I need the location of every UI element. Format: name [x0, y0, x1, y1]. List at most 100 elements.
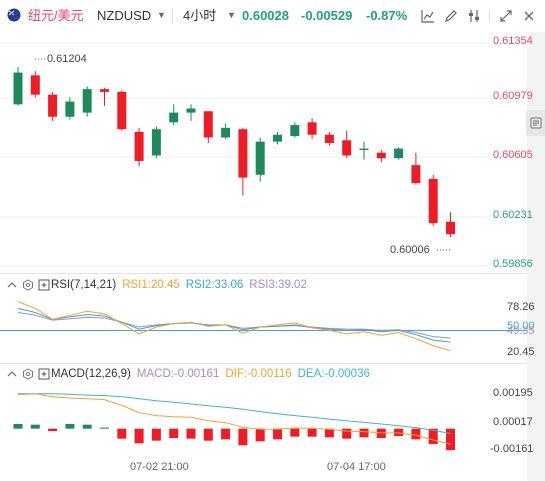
- symbol-selector[interactable]: NZDUSD: [97, 8, 152, 23]
- macd-histogram-bar: [290, 428, 300, 437]
- rsi-title: RSI(7,14,21): [51, 279, 117, 291]
- macd-histogram-bar: [428, 428, 438, 444]
- macd-histogram-bar: [151, 428, 161, 441]
- price-scale-strip[interactable]: [527, 32, 545, 481]
- macd-histogram-bar: [117, 428, 127, 439]
- price-tick-label: 0.59856: [493, 258, 533, 270]
- price-change-percent: -0.87%: [366, 8, 408, 23]
- side-panel-toggle[interactable]: [526, 110, 545, 136]
- timeframe-selector[interactable]: 4小时: [183, 8, 217, 23]
- panel-divider: [0, 273, 527, 274]
- price-change: -0.00529: [301, 8, 353, 23]
- symbol-dropdown-caret[interactable]: ▼: [157, 10, 166, 20]
- panel-list-icon: [530, 117, 541, 129]
- candle-body: [48, 94, 58, 117]
- candle-body: [290, 125, 300, 137]
- macd-histogram-bar: [65, 424, 75, 429]
- macd-histogram-bar: [186, 428, 196, 439]
- macd-histogram-bar: [238, 428, 248, 446]
- line-chart-icon: [421, 10, 434, 23]
- draw-tool-button[interactable]: [441, 6, 461, 26]
- rsi3-line: [17, 312, 451, 339]
- macd-chart[interactable]: [0, 382, 527, 460]
- indicator-settings-button[interactable]: [464, 6, 484, 26]
- rsi-chart[interactable]: [0, 292, 527, 362]
- expand-icon: [500, 10, 512, 22]
- rsi-tick-label: 78.26: [507, 301, 535, 313]
- price-tick-label: 0.61354: [493, 35, 533, 47]
- dif-line: [17, 393, 451, 445]
- chart-toolbar: 纽元/美元 NZDUSD ▼ 4小时 ▼ 0.60028 -0.00529 -0…: [0, 0, 545, 32]
- macd-histogram-bar: [221, 428, 231, 440]
- macd-histogram-bar: [255, 428, 265, 442]
- rsi1-value: RSI1:20.45: [122, 279, 180, 291]
- macd-histogram-bar: [446, 428, 455, 451]
- toolbar-divider: [489, 9, 490, 23]
- close-chart-button[interactable]: [519, 6, 539, 26]
- candle-body: [117, 91, 127, 130]
- price-chart[interactable]: [0, 32, 527, 272]
- candle-body: [203, 111, 213, 138]
- price-tick-label: 0.60605: [493, 149, 533, 161]
- candle-body: [65, 101, 75, 117]
- settings-hex-icon[interactable]: [22, 279, 34, 291]
- panel-divider: [0, 363, 527, 364]
- low-price-marker: 0.60006: [390, 244, 430, 256]
- dea-value: DEA:-0.00036: [297, 368, 370, 380]
- macd-histogram-bar: [342, 428, 352, 439]
- dea-line: [18, 393, 451, 434]
- candle-body: [324, 134, 334, 144]
- candle-body: [342, 140, 352, 156]
- candle-body: [30, 75, 40, 95]
- fullscreen-button[interactable]: [496, 6, 516, 26]
- candle-body: [428, 178, 438, 224]
- macd-histogram-bar: [273, 428, 282, 440]
- rsi-tick-label: 49.35: [507, 325, 535, 337]
- macd-histogram-bar: [411, 428, 421, 440]
- macd-histogram-bar: [48, 428, 58, 432]
- candle-body: [134, 131, 144, 161]
- macd-histogram-bar: [359, 428, 369, 438]
- macd-histogram-bar: [307, 428, 317, 437]
- add-square-icon[interactable]: [38, 279, 50, 291]
- rsi2-line: [17, 307, 451, 343]
- close-icon: [524, 11, 534, 21]
- candle-body: [255, 141, 265, 175]
- macd-histogram-bar: [169, 428, 179, 438]
- macd-tick-label: 0.00017: [493, 416, 533, 428]
- settings-hex-icon[interactable]: [22, 368, 34, 380]
- macd-histogram-bar: [376, 428, 386, 438]
- rsi-tick-label: 20.45: [507, 346, 535, 358]
- add-square-icon[interactable]: [38, 368, 50, 380]
- collapse-up-icon[interactable]: [6, 279, 18, 291]
- collapse-up-icon[interactable]: [6, 368, 18, 380]
- candle-body: [273, 134, 282, 142]
- candle-body: [186, 108, 196, 113]
- time-axis-label: 07-02 21:00: [130, 461, 189, 473]
- candle-body: [151, 129, 161, 156]
- rsi1-line: [17, 301, 451, 352]
- macd-histogram-bar: [13, 424, 23, 429]
- timeframe-dropdown-caret[interactable]: ▼: [227, 10, 236, 20]
- candle-body: [307, 122, 317, 135]
- candle-body: [359, 148, 369, 150]
- toolbar-divider: [172, 9, 173, 23]
- candle-body: [82, 89, 92, 113]
- candle-body: [13, 72, 23, 105]
- rsi3-value: RSI3:39.02: [249, 279, 307, 291]
- macd-histogram-bar: [100, 427, 109, 429]
- chart-type-button[interactable]: [418, 6, 438, 26]
- candle-body: [169, 112, 179, 123]
- candle-body: [411, 165, 421, 184]
- macd-histogram-bar: [134, 428, 144, 444]
- nz-flag-icon: [7, 8, 21, 22]
- rsi2-value: RSI2:33.06: [185, 279, 244, 291]
- dif-value: DIF:-0.00116: [225, 368, 292, 380]
- macd-histogram-bar: [30, 424, 40, 429]
- candle-body: [376, 152, 386, 159]
- macd-value: MACD:-0.00161: [136, 368, 220, 380]
- price-tick-label: 0.60979: [493, 90, 533, 102]
- time-axis-label: 07-04 17:00: [327, 461, 386, 473]
- pencil-icon: [445, 10, 457, 22]
- candle-body: [394, 148, 404, 159]
